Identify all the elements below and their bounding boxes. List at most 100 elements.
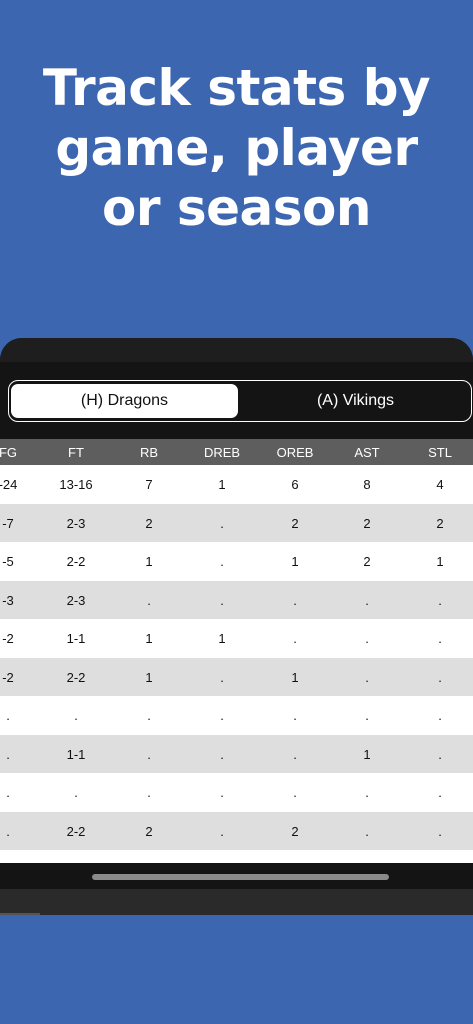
cell-stl: . — [410, 862, 470, 863]
home-indicator[interactable] — [92, 874, 389, 880]
cell-ft: 2-3 — [66, 592, 86, 608]
team-tab-home[interactable]: (H) Dragons — [11, 384, 238, 418]
cell-stl: . — [438, 708, 442, 723]
cell-ft: 2-2 — [66, 823, 86, 839]
column-header-dreb[interactable]: DREB — [203, 445, 241, 460]
cell-dreb: 1 — [218, 477, 226, 492]
table-row[interactable]: . 2-2 2. 2.. — [0, 811, 473, 850]
cell-stl: . — [438, 669, 442, 685]
cell-stl: 4 — [436, 477, 444, 492]
cell-stl: 2 — [436, 515, 444, 531]
cell-dreb: . — [220, 669, 224, 685]
table-row[interactable]: -7 2-3 2. 2 2 2 — [0, 503, 473, 542]
cell-stl: . — [438, 631, 442, 646]
cell-ft: 2-2 — [66, 669, 86, 685]
cell-fg: . — [0, 862, 38, 863]
stats-table[interactable]: FG FT RB DREB OREB AST STL -24 13-16 7 1 6 8 4… — [0, 439, 473, 863]
headline-line-1: Track stats by — [42, 59, 431, 117]
device-screen: (H) Dragons (A) Vikings FG FT RB DREB OR… — [0, 338, 473, 915]
headline-line-2: game, player — [55, 119, 418, 177]
cell-ast: 2 — [363, 515, 371, 531]
cell-ft: . — [74, 708, 78, 723]
column-header-ft[interactable]: FT — [68, 445, 84, 460]
cell-rb: . — [147, 746, 151, 762]
column-header-oreb[interactable]: OREB — [276, 445, 314, 460]
table-row[interactable]: ....... — [0, 773, 473, 811]
table-row[interactable]: ....... — [0, 850, 473, 863]
bottom-bar-tick — [0, 913, 40, 915]
cell-ast: . — [365, 708, 369, 723]
status-bar — [0, 338, 473, 362]
cell-fg: -24 — [0, 477, 18, 492]
cell-dreb: . — [220, 708, 224, 723]
bottom-bar — [0, 889, 473, 915]
cell-fg: -2 — [2, 631, 14, 646]
cell-fg: . — [6, 708, 10, 723]
cell-oreb: . — [265, 862, 325, 863]
cell-ast: . — [365, 669, 369, 685]
cell-dreb: . — [220, 746, 224, 762]
cell-ft: . — [74, 785, 78, 800]
cell-fg: . — [6, 746, 10, 762]
table-row[interactable]: -2 2-2 1. 1.. — [0, 657, 473, 696]
cell-oreb: 1 — [291, 554, 299, 569]
table-row[interactable]: -24 13-16 7 1 6 8 4 — [0, 465, 473, 503]
team-tab-away[interactable]: (A) Vikings — [316, 392, 395, 409]
cell-ast: . — [365, 823, 369, 839]
column-header-fg[interactable]: FG — [0, 445, 18, 460]
cell-oreb: . — [293, 631, 297, 646]
cell-oreb: . — [293, 592, 297, 608]
cell-oreb: 2 — [291, 515, 299, 531]
cell-oreb: 2 — [291, 823, 299, 839]
table-row[interactable]: -2 1-1 1 1... — [0, 619, 473, 657]
cell-ft: 13-16 — [59, 477, 93, 492]
cell-ast: 8 — [363, 477, 371, 492]
cell-rb: . — [147, 708, 151, 723]
cell-ft: 1-1 — [66, 631, 86, 646]
cell-fg: . — [6, 823, 10, 839]
cell-ft: . — [46, 862, 106, 863]
cell-fg: -7 — [2, 515, 14, 531]
cell-dreb: . — [220, 554, 224, 569]
table-row[interactable]: -3 2-3..... — [0, 580, 473, 619]
cell-ast: . — [365, 785, 369, 800]
table-row[interactable]: . 1-1... 1. — [0, 734, 473, 773]
cell-rb: 7 — [145, 477, 153, 492]
cell-dreb: . — [220, 592, 224, 608]
cell-fg: -2 — [2, 669, 14, 685]
cell-ft: 2-2 — [66, 554, 86, 569]
cell-ast: 2 — [363, 554, 371, 569]
cell-rb: 2 — [145, 515, 153, 531]
headline: Track stats by game, player or season — [0, 58, 473, 238]
table-row[interactable]: -5 2-2 1. 1 2 1 — [0, 542, 473, 580]
cell-ast: 1 — [363, 746, 371, 762]
column-header-ast[interactable]: AST — [354, 445, 380, 460]
column-header-rb[interactable]: RB — [139, 445, 159, 460]
cell-stl: . — [438, 746, 442, 762]
cell-oreb: 1 — [291, 669, 299, 685]
cell-rb: . — [147, 592, 151, 608]
cell-dreb: . — [220, 823, 224, 839]
team-segmented-control: (H) Dragons (A) Vikings — [8, 380, 472, 422]
cell-stl: . — [438, 823, 442, 839]
cell-ft: 1-1 — [66, 746, 86, 762]
cell-ast: . — [365, 631, 369, 646]
cell-oreb: . — [293, 708, 297, 723]
cell-dreb: 1 — [218, 631, 226, 646]
cell-stl: . — [438, 785, 442, 800]
cell-rb: . — [119, 862, 179, 863]
cell-stl: 1 — [436, 554, 444, 569]
cell-fg: -3 — [2, 592, 14, 608]
cell-rb: . — [147, 785, 151, 800]
cell-oreb: 6 — [291, 477, 299, 492]
cell-stl: . — [438, 592, 442, 608]
cell-rb: 1 — [145, 554, 153, 569]
cell-ast: . — [337, 862, 397, 863]
cell-oreb: . — [293, 746, 297, 762]
cell-dreb: . — [220, 785, 224, 800]
cell-dreb: . — [192, 862, 252, 863]
cell-ft: 2-3 — [66, 515, 86, 531]
table-row[interactable]: ....... — [0, 696, 473, 734]
column-header-stl[interactable]: STL — [428, 445, 452, 460]
cell-ast: . — [365, 592, 369, 608]
